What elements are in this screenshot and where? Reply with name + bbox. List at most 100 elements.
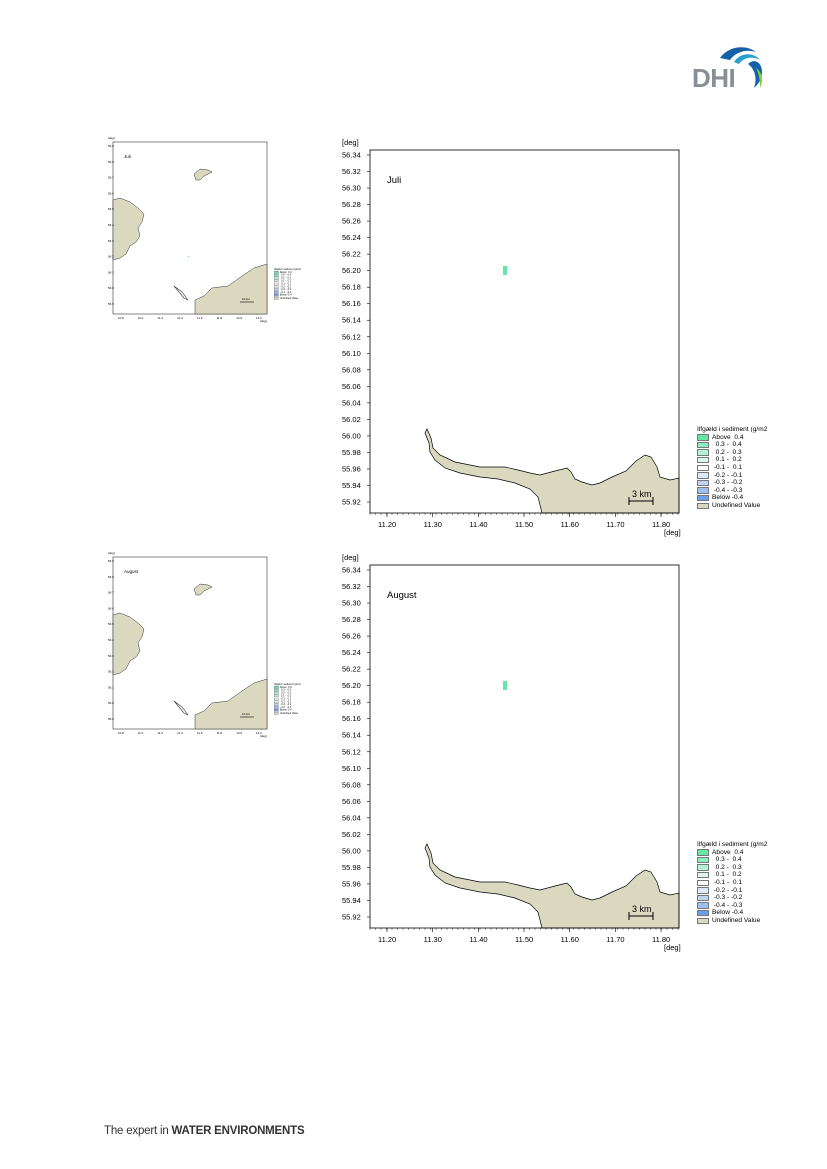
y-tick-label: 55.94: [342, 896, 361, 905]
overview-x-tick-label: 11.8: [217, 731, 223, 735]
legend-item: Undefined Value: [274, 712, 301, 715]
x-tick-label: 11.70: [606, 935, 624, 944]
overview-y-tick-label: 56.4: [108, 223, 114, 227]
x-axis-ticks: 11.20 11.30 11.40 11.50 11.60 11.70 11.80: [369, 928, 679, 944]
x-tick-label: 11.30: [424, 520, 442, 529]
legend-label: Undefined Value: [279, 711, 299, 715]
y-tick-label: 55.96: [342, 879, 361, 888]
legend-label: 0.2 - 0.3: [279, 691, 291, 695]
legend-swatch: [697, 464, 709, 471]
legend-label: Undefined Value: [712, 501, 761, 509]
y-tick-label: 56.00: [342, 431, 361, 440]
legend-swatch: [697, 849, 709, 856]
y-tick-label: 56.28: [342, 615, 361, 624]
legend-swatch: [274, 712, 279, 715]
legend-label: -0.1 - 0.1: [712, 878, 743, 886]
y-tick-label: 56.18: [342, 283, 361, 292]
y-tick-label: 56.18: [342, 698, 361, 707]
y-tick-label: 56.26: [342, 217, 361, 226]
legend-item: Above 0.4: [697, 434, 767, 442]
overview-y-tick-label: 56.7: [108, 176, 114, 180]
overview-y-tick-label: 56.2: [108, 670, 114, 674]
legend-item: -0.2 - -0.1: [274, 285, 301, 288]
overview-legend-juli: Ilfgæld i sediment (g/m2 Above 0.4 0.3 -…: [274, 268, 301, 300]
legend-swatch: [274, 706, 279, 709]
legend-item: Undefined Value: [697, 917, 767, 925]
legend-label: 0.3 - 0.4: [712, 441, 742, 449]
overview-month-label: August: [124, 569, 139, 574]
overview-month-label: Juli: [124, 154, 131, 159]
svg-text:[deg]: [deg]: [260, 319, 267, 323]
footer-emphasis: WATER ENVIRONMENTS: [171, 1125, 305, 1137]
legend-item: -0.3 - -0.2: [274, 703, 301, 706]
overview-land-southeast: [194, 678, 268, 730]
dhi-logo: DHI: [690, 44, 766, 93]
legend-swatch: [274, 709, 279, 712]
overview-island: [193, 168, 213, 181]
svg-text:3 km: 3 km: [632, 904, 652, 914]
overview-y-tick-label: 55.9: [108, 302, 114, 306]
legend-label: Undefined Value: [712, 916, 761, 924]
plot-area: [370, 150, 679, 513]
legend-label: -0.4 - -0.3: [279, 706, 292, 709]
legend-swatch: [274, 697, 279, 701]
y-tick-label: 56.30: [342, 184, 361, 193]
legend-swatch: [274, 297, 279, 300]
overview-coast-fragment: [173, 700, 189, 716]
legend-swatch: [697, 909, 709, 917]
y-tick-label: 56.34: [342, 566, 361, 575]
x-axis-unit: [deg]: [664, 528, 681, 537]
legend-swatch: [274, 285, 279, 288]
overview-x-tick-label: 10.8: [118, 731, 124, 735]
overview-map-august: [deg] August 10 km 56.956.856.756.656.55…: [108, 551, 268, 738]
plot-frame: [369, 564, 680, 929]
legend-swatch: [697, 434, 709, 441]
y-tick-label: 56.00: [342, 846, 361, 855]
legend-label: 0.2 - 0.3: [712, 863, 742, 871]
overview-x-tick-label: 12.0: [236, 731, 242, 735]
legend-swatch: [697, 494, 709, 502]
legend-swatch: [697, 917, 709, 924]
overview-y-tick-label: 56.6: [108, 606, 114, 610]
legend-label: Below -0.4: [279, 293, 292, 297]
legend-swatch: [274, 271, 279, 274]
legend-swatch: [274, 279, 279, 283]
svg-text:10 km: 10 km: [242, 297, 251, 301]
x-tick-label: 11.20: [378, 935, 396, 944]
x-tick-label: 11.50: [515, 520, 533, 529]
y-tick-label: 56.02: [342, 415, 361, 424]
legend-item: -0.4 - -0.3: [274, 291, 301, 294]
legend-label: Above 0.4: [279, 685, 292, 689]
y-tick-label: 55.96: [342, 464, 361, 473]
legend-item: -0.4 - -0.3: [697, 902, 767, 910]
legend-label: -0.2 - -0.1: [712, 886, 743, 894]
legend-item: -0.2 - -0.1: [274, 700, 301, 703]
overview-y-tick-label: 56.9: [108, 559, 114, 563]
legend-label: 0.2 - 0.3: [279, 276, 291, 280]
y-tick-label: 56.06: [342, 382, 361, 391]
legend-swatch: [274, 294, 279, 297]
legend-item: Below -0.4: [274, 294, 301, 297]
legend-swatch: [274, 703, 279, 706]
legend-item: -0.1 - 0.1: [274, 282, 301, 285]
legend-label: -0.3 - -0.2: [279, 288, 292, 291]
overview-y-tick-label: 56.1: [108, 270, 114, 274]
legend-item: 0.3 - 0.4: [697, 856, 767, 864]
legend-label: Above 0.4: [712, 848, 744, 856]
y-tick-label: 56.24: [342, 233, 361, 242]
overview-x-ticks: 10.8 11.0 11.2 11.4 11.6 11.8 12.0 12.2: [118, 731, 262, 735]
legend-swatch: [697, 879, 709, 886]
legend-swatch: [274, 288, 279, 291]
legend-item: Above 0.4: [697, 849, 767, 857]
legend-swatch: [697, 871, 709, 879]
y-tick-label: 56.08: [342, 365, 361, 374]
legend-label: Below -0.4: [279, 708, 292, 712]
overview-coast-fragment: [173, 285, 189, 301]
y-tick-label: 56.32: [342, 582, 361, 591]
overview-x-tick-label: 11.4: [177, 316, 183, 320]
legend-label: -0.1 - 0.1: [712, 463, 743, 471]
legend-item: -0.3 - -0.2: [697, 479, 767, 487]
legend-item: 0.2 - 0.3: [697, 864, 767, 872]
dhi-wordmark: DHI: [692, 63, 736, 93]
y-tick-label: 56.16: [342, 714, 361, 723]
